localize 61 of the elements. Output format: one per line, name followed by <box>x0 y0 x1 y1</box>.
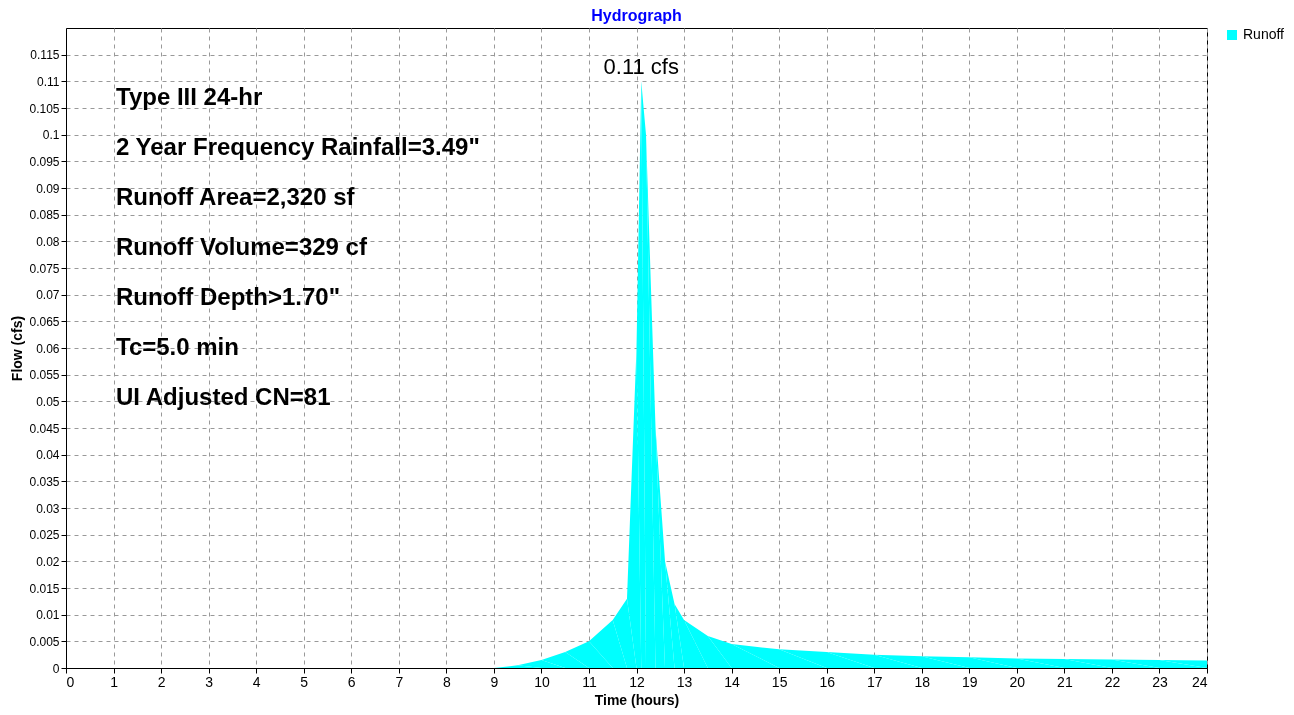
y-tick-label: 0.045 <box>29 421 60 436</box>
x-axis-title: Time (hours) <box>594 691 680 708</box>
chart-title: Hydrograph <box>591 7 682 24</box>
y-tick-label: 0.01 <box>36 608 60 623</box>
x-tick-label: 15 <box>771 673 788 690</box>
y-tick-label: 0 <box>52 661 60 676</box>
y-tick-label: 0.06 <box>36 341 60 356</box>
y-tick-label: 0.095 <box>29 154 60 169</box>
y-tick-label: 0.115 <box>30 48 60 63</box>
x-tick-label: 21 <box>1057 673 1073 690</box>
annotation: Tc=5.0 min <box>116 333 239 360</box>
x-tick-label: 17 <box>866 673 883 690</box>
x-tick-label: 14 <box>724 673 741 690</box>
y-tick-label: 0.04 <box>36 448 60 463</box>
y-tick-label: 0.05 <box>36 394 60 409</box>
y-tick-label: 0.055 <box>29 368 60 383</box>
annotation: Runoff Depth>1.70" <box>116 283 341 310</box>
x-tick-label: 13 <box>676 673 693 690</box>
y-tick-label: 0.025 <box>29 528 60 543</box>
annotation: Runoff Area=2,320 sf <box>116 183 356 210</box>
y-tick-label: 0.08 <box>36 234 60 249</box>
x-tick-label: 9 <box>490 673 499 690</box>
y-tick-label: 0.105 <box>29 101 60 116</box>
x-tick-label: 18 <box>914 673 931 690</box>
x-tick-label: 0 <box>66 673 75 690</box>
x-tick-label: 24 <box>1191 673 1208 690</box>
x-tick-label: 8 <box>442 673 451 690</box>
y-tick-label: 0.03 <box>36 501 60 516</box>
y-tick-label: 0.015 <box>29 581 60 596</box>
x-tick-label: 22 <box>1104 673 1121 690</box>
x-tick-label: 2 <box>157 673 166 690</box>
x-tick-label: 6 <box>347 673 356 690</box>
x-tick-label: 10 <box>534 673 550 690</box>
x-tick-label: 5 <box>300 673 309 690</box>
x-tick-label: 11 <box>582 673 597 690</box>
annotation: UI Adjusted CN=81 <box>116 383 331 410</box>
x-tick-label: 16 <box>819 673 836 690</box>
y-tick-label: 0.09 <box>36 181 60 196</box>
annotation: Type III 24-hr <box>116 83 263 110</box>
y-tick-label: 0.075 <box>29 261 60 276</box>
x-tick-label: 7 <box>395 673 404 690</box>
y-tick-label: 0.07 <box>36 288 60 303</box>
x-tick-label: 3 <box>205 673 214 690</box>
y-axis-title: Flow (cfs) <box>9 315 26 382</box>
x-tick-label: 23 <box>1152 673 1168 690</box>
y-tick-label: 0.005 <box>29 634 60 649</box>
x-tick-label: 12 <box>629 673 645 690</box>
legend-label: Runoff <box>1243 26 1285 42</box>
x-tick-label: 1 <box>110 673 119 690</box>
y-tick-label: 0.035 <box>29 474 60 489</box>
annotation: 2 Year Frequency Rainfall=3.49" <box>116 133 480 160</box>
annotation: 0.11 cfs <box>603 54 679 80</box>
y-tick-label: 0.11 <box>37 74 60 89</box>
annotation: Runoff Volume=329 cf <box>116 233 368 260</box>
y-tick-label: 0.1 <box>42 128 60 143</box>
x-tick-label: 19 <box>962 673 978 690</box>
x-tick-label: 4 <box>252 673 261 690</box>
y-tick-label: 0.065 <box>29 314 60 329</box>
y-tick-label: 0.02 <box>36 554 60 569</box>
x-tick-label: 20 <box>1009 673 1026 690</box>
y-tick-label: 0.085 <box>29 208 60 223</box>
